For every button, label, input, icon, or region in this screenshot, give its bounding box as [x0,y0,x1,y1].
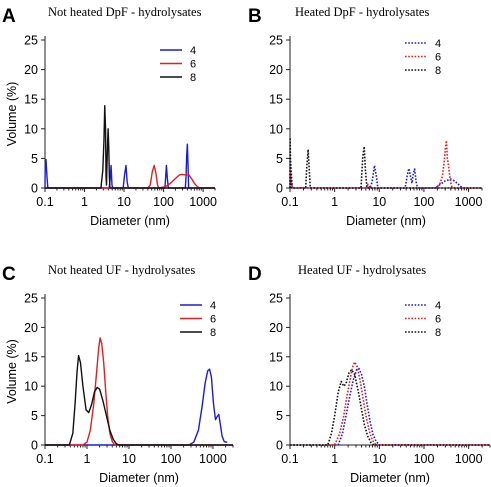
y-tick-label: 0 [276,439,283,453]
x-axis-label: Diameter (nm) [99,471,179,485]
y-tick-label: 5 [276,409,283,423]
panel-letter: A [2,6,16,27]
y-tick-label: 15 [24,350,38,364]
y-tick-label: 25 [269,292,283,306]
x-tick-label: 10 [372,195,386,209]
x-axis-label: Diameter (nm) [346,214,426,228]
x-tick-label: 10 [117,195,131,209]
series-line-8 [289,136,482,189]
legend-label: 6 [210,314,216,326]
y-tick-label: 10 [269,380,283,394]
x-axis-label: Diameter (nm) [90,214,170,228]
legend-label: 8 [190,72,196,84]
panel-letter: C [2,264,16,285]
x-tick-label: 1 [331,195,338,209]
x-tick-label: 100 [413,195,434,209]
panel-letter: D [248,264,262,285]
x-tick-label: 1000 [455,452,483,466]
legend-label: 6 [435,314,441,326]
x-tick-label: 1 [84,452,91,466]
panel-letter: B [248,6,262,27]
y-tick-label: 0 [31,182,38,196]
y-tick-label: 5 [31,409,38,423]
x-tick-label: 1000 [199,452,227,466]
x-tick-label: 0.1 [36,452,53,466]
y-tick-label: 5 [276,152,283,166]
series-line-4 [44,143,215,189]
legend-label: 6 [190,59,196,71]
y-tick-label: 0 [276,182,283,196]
series-line-4 [290,367,490,446]
legend-label: 4 [435,300,441,312]
x-tick-label: 100 [414,452,435,466]
series-line-6 [290,361,490,446]
y-tick-label: 25 [269,34,283,48]
y-tick-label: 10 [24,380,38,394]
legend-label: 4 [435,38,441,50]
panel-b: B Heated DpF - hydrolysates 0 5 10 15 20 25 0.1 1… [248,5,483,228]
series-line-4 [289,157,482,189]
x-tick-label: 1000 [455,195,483,209]
panel-title: Heated UF - hydrolysates [298,263,426,277]
series-line-6 [45,164,215,189]
x-tick-label: 100 [153,195,174,209]
panel-d: D Heated UF - hydrolysates 0 5 10 15 20 25 0.1 1 1… [248,263,491,485]
x-tick-label: 1000 [189,195,217,209]
legend-label: 8 [210,327,216,339]
x-tick-label: 10 [122,452,136,466]
y-tick-label: 15 [269,350,283,364]
panel-title: Heated DpF - hydrolysates [295,5,429,19]
x-axis-label: Diameter (nm) [350,471,430,485]
x-tick-label: 0.1 [36,195,53,209]
series-line-6 [289,139,482,189]
legend-label: 6 [435,52,441,64]
panel-c: C Not heated UF - hydrolysates 0 5 10 15 20 25 0… [2,263,234,485]
y-tick-label: 20 [269,63,283,77]
y-axis-label: Volume (%) [5,339,19,404]
y-tick-label: 5 [31,152,38,166]
series-line-8 [290,368,490,446]
legend-label: 8 [435,65,441,77]
legend-label: 4 [190,45,196,57]
y-tick-label: 10 [269,122,283,136]
y-tick-label: 0 [31,439,38,453]
series-line-8 [45,354,233,446]
series-line-4 [45,368,228,446]
x-tick-label: 0.1 [281,195,298,209]
x-tick-label: 0.1 [281,452,298,466]
panel-title: Not heated UF - hydrolysates [48,263,195,277]
y-tick-label: 20 [269,321,283,335]
legend-label: 4 [210,300,216,312]
x-tick-label: 1 [81,195,88,209]
y-tick-label: 15 [24,93,38,107]
legend-label: 8 [435,327,441,339]
y-tick-label: 10 [24,122,38,136]
y-tick-label: 20 [24,63,38,77]
panel-a: A Not heated DpF - hydrolysates 0 5 10 15 20 25… [2,5,217,228]
series-line-6 [45,337,233,446]
y-tick-label: 15 [269,93,283,107]
y-tick-label: 25 [24,34,38,48]
x-tick-label: 1 [331,452,338,466]
series-line-8 [45,105,215,189]
y-tick-label: 25 [24,292,38,306]
panel-title: Not heated DpF - hydrolysates [48,5,202,19]
x-tick-label: 10 [372,452,386,466]
y-axis-label: Volume (%) [5,82,19,147]
x-tick-label: 100 [161,452,182,466]
y-tick-label: 20 [24,321,38,335]
